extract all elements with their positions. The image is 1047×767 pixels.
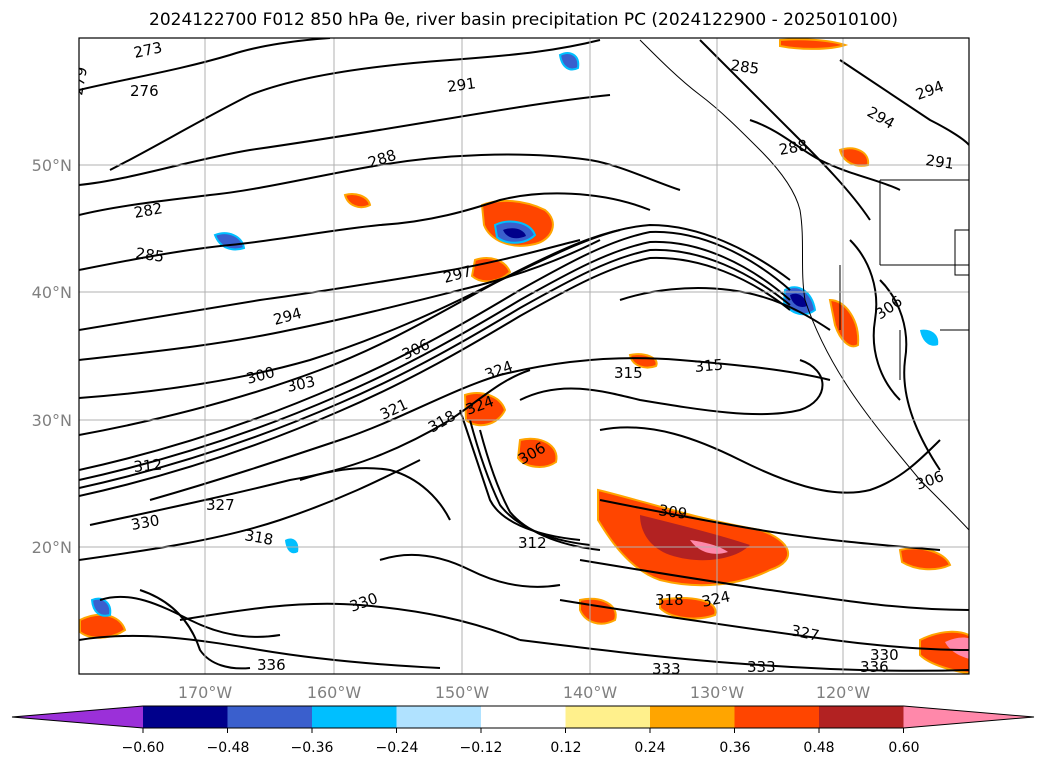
contour-label: 336 bbox=[257, 656, 286, 674]
longitude-labels: 170°W 160°W 150°W 140°W 130°W 120°W bbox=[178, 683, 871, 702]
contour-label: 330 bbox=[870, 646, 899, 664]
lat-label-20n: 20°N bbox=[32, 538, 72, 557]
contour-label: 330 bbox=[130, 511, 161, 534]
colorbar-tick-label: 0.36 bbox=[719, 740, 750, 756]
colorbar-tick-label: −0.12 bbox=[460, 740, 503, 756]
contour-label: 336 bbox=[860, 658, 889, 676]
contour-label: 282 bbox=[133, 199, 164, 222]
contour-label: 333 bbox=[652, 660, 681, 678]
contour-label: 327 bbox=[206, 496, 235, 514]
contour-label: 273 bbox=[132, 38, 164, 62]
colorbar-tick-label: 0.12 bbox=[550, 740, 581, 756]
colorbar-segment bbox=[819, 706, 905, 728]
contour-label: 312 bbox=[133, 456, 163, 476]
contour-label: 285 bbox=[729, 56, 760, 78]
colorbar-tick-label: 0.60 bbox=[888, 740, 919, 756]
colorbar-tick-label: −0.24 bbox=[376, 740, 419, 756]
colorbar-segment bbox=[396, 706, 482, 728]
colorbar-segment bbox=[143, 706, 229, 728]
latitude-labels: 50°N 40°N 30°N 20°N bbox=[32, 156, 72, 557]
contour-label: 333 bbox=[747, 658, 776, 676]
contour-label: 291 bbox=[446, 74, 477, 96]
coastlines bbox=[639, 39, 969, 531]
colorbar-tick-label: 0.24 bbox=[634, 740, 665, 756]
colorbar-segment bbox=[481, 706, 567, 728]
plot-area bbox=[79, 38, 969, 674]
gridlines bbox=[79, 38, 969, 674]
contour-label: 327 bbox=[789, 621, 821, 645]
contour-label: 288 bbox=[778, 136, 809, 159]
lon-label-130w: 130°W bbox=[690, 683, 745, 702]
contour-label: 309 bbox=[657, 501, 688, 523]
theta-e-contours bbox=[79, 38, 969, 672]
lon-label-150w: 150°W bbox=[435, 683, 490, 702]
colorbar-tick-labels: −0.60 −0.48 −0.36 −0.24 −0.12 0.12 0.24 … bbox=[122, 740, 920, 756]
contour-label: 315 bbox=[614, 364, 643, 382]
colorbar-segment bbox=[565, 706, 651, 728]
contour-label: 315 bbox=[694, 356, 724, 376]
contour-label: 324 bbox=[700, 587, 732, 611]
plot-border bbox=[78, 37, 970, 675]
colorbar-tick-label: −0.36 bbox=[291, 740, 334, 756]
colorbar-segment bbox=[227, 706, 313, 728]
contour-label: 312 bbox=[518, 534, 547, 552]
colorbar-extension-min bbox=[12, 706, 143, 728]
contour-label: 276 bbox=[130, 82, 159, 100]
lon-label-140w: 140°W bbox=[563, 683, 618, 702]
colorbar-extension-max bbox=[903, 706, 1034, 728]
colorbar-segment bbox=[734, 706, 820, 728]
colorbar bbox=[11, 705, 1035, 733]
colorbar-tick-label: 0.48 bbox=[803, 740, 834, 756]
colorbar-tick-label: −0.60 bbox=[122, 740, 165, 756]
lon-label-160w: 160°W bbox=[307, 683, 362, 702]
contour-label: 291 bbox=[924, 151, 955, 173]
lat-label-30n: 30°N bbox=[32, 411, 72, 430]
colorbar-segment bbox=[650, 706, 736, 728]
contour-label: 318 bbox=[243, 526, 274, 549]
lat-label-40n: 40°N bbox=[32, 283, 72, 302]
lon-label-120w: 120°W bbox=[816, 683, 871, 702]
lon-label-170w: 170°W bbox=[178, 683, 233, 702]
colorbar-segment bbox=[312, 706, 398, 728]
contour-label: 279 bbox=[68, 65, 91, 96]
contour-label: 303 bbox=[285, 372, 317, 396]
map-title: 2024122700 F012 850 hPa θe, river basin … bbox=[149, 10, 898, 30]
contour-label: 318 bbox=[655, 591, 684, 609]
lat-label-50n: 50°N bbox=[32, 156, 72, 175]
contour-label: 285 bbox=[134, 244, 165, 266]
colorbar-tick-label: −0.48 bbox=[207, 740, 250, 756]
